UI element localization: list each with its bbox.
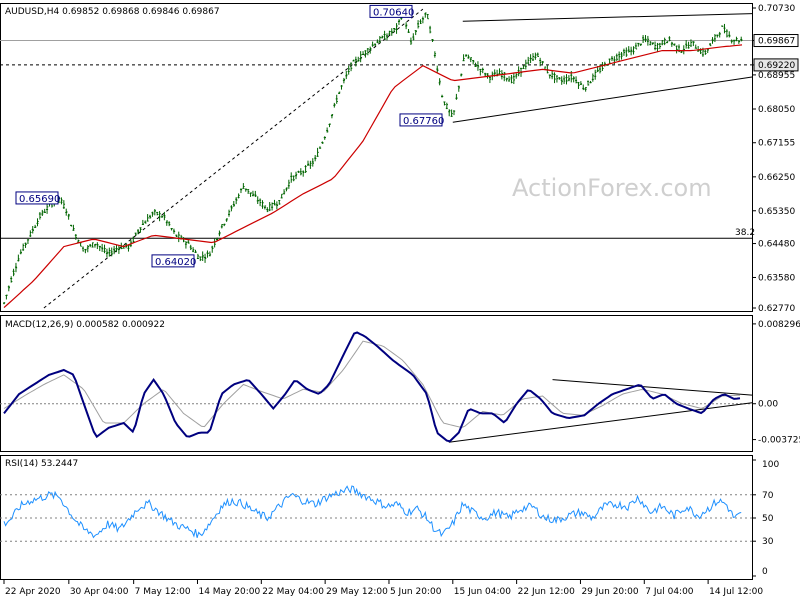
price-label-0.70640: 0.70640 [369,4,414,18]
price-axis-label: 0.62770 [758,304,795,314]
price-label-box [15,191,59,205]
price-label-text: 0.65690 [19,194,60,205]
price-axis-label: 0.68955 [758,71,795,81]
price-axis-label: 0.68050 [758,105,795,115]
price-axis-label: 0.67155 [758,139,795,149]
channel-upper-line [462,13,753,22]
x-axis-label: 7 Jul 04:00 [645,587,694,597]
macd-panel-title: MACD(12,26,9) 0.000582 0.000922 [5,320,165,330]
macd-upper-trend [552,379,753,396]
macd-axis-label: -0.003725 [758,436,800,446]
price-axis-label: 0.64480 [758,240,795,250]
rsi-line [3,485,742,539]
price-label-0.64020: 0.64020 [151,254,196,268]
price-panel-title: AUDUSD,H4 0.69852 0.69868 0.69846 0.6986… [5,7,220,17]
price-panel-frame [0,3,753,312]
x-axis-label: 15 Jun 04:00 [454,587,511,597]
price-label-0.65690: 0.65690 [15,191,60,205]
x-axis-label: 22 Apr 2020 [5,587,61,597]
x-axis-label: 14 Jul 12:00 [709,587,763,597]
x-axis-label: 7 May 12:00 [135,587,191,597]
rsi-layer [0,485,752,542]
moving-average-line [3,44,743,309]
rsi-axis-label: 100 [762,460,779,470]
price-axis-label: 0.65350 [758,207,795,217]
x-axis-label: 29 Jun 20:00 [581,587,638,597]
price-label-text: 0.70640 [373,7,414,18]
macd-axis-label: 0.008296 [758,320,800,330]
price-label-box [399,113,443,127]
price-axis-label: 0.69867 [758,37,795,47]
fib-label: 38.2 [735,228,755,238]
price-axis-label: 0.66250 [758,173,795,183]
channel-lower-line [452,76,753,123]
macd-layer [0,331,753,443]
macd-lower-trend [448,402,753,443]
price-axis-label: 0.70730 [758,4,795,14]
x-axis-label: 22 May 04:00 [262,587,324,597]
rsi-axis-label: 30 [762,537,774,547]
macd-panel-frame [0,315,753,452]
x-axis-labels: 22 Apr 2020 30 Apr 04:00 7 May 12:00 14 May… [3,580,763,597]
rsi-axis-label: 0 [762,567,768,577]
price-tag-box [753,34,799,48]
x-axis-label: 5 Jun 20:00 [390,587,442,597]
price-label-box [151,254,195,268]
price-label-0.67760: 0.67760 [399,113,444,127]
macd-axis-label: 0.00 [758,400,778,410]
price-layer: 0.70640 0.65690 0.64020 0.67760 [0,4,753,309]
x-axis-label: 14 May 20:00 [198,587,260,597]
rsi-axis-label: 50 [762,514,774,524]
rsi-axis-label: 70 [762,491,774,501]
watermark: ActionForex.com [512,174,712,202]
x-axis-label: 22 Jun 12:00 [518,587,575,597]
price-axis-label: 0.69220 [758,61,795,71]
x-axis-label: 30 Apr 04:00 [70,587,129,597]
macd-signal-line [3,340,741,429]
x-axis-label: 29 May 12:00 [326,587,388,597]
price-label-text: 0.64020 [155,257,196,268]
rsi-panel-title: RSI(14) 53.2447 [5,459,78,469]
price-label-text: 0.67760 [403,116,444,127]
macd-main-line [3,331,741,443]
price-label-box [369,4,413,18]
price-tag-box [753,58,799,72]
price-axis-label: 0.63580 [758,273,795,283]
